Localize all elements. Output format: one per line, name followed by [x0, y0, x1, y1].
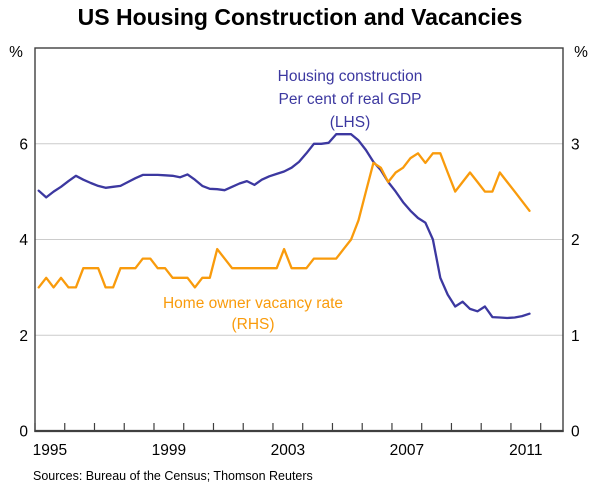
left-axis-tick-label: 6: [19, 136, 28, 153]
right-axis-tick-label: 1: [571, 328, 580, 345]
source-note: Sources: Bureau of the Census; Thomson R…: [33, 469, 313, 483]
annotation-vacancy-rate: Home owner vacancy rate (RHS): [163, 295, 343, 333]
right-axis-tick-label: 2: [571, 232, 580, 249]
left-axis-tick-label: 2: [19, 328, 28, 345]
right-axis-tick-label: 3: [571, 136, 580, 153]
right-axis-tick-label: 0: [571, 424, 580, 441]
annotation-housing-construction-line: Per cent of real GDP: [278, 91, 421, 108]
annotation-housing-construction: Housing construction Per cent of real GDP…: [278, 68, 423, 131]
series-line-vacancy-rate: [37, 152, 531, 289]
annotation-vacancy-rate-line: Home owner vacancy rate: [163, 295, 343, 312]
annotation-housing-construction-line: (LHS): [330, 114, 370, 131]
left-axis-tick-label: 0: [19, 424, 28, 441]
annotation-housing-construction-line: Housing construction: [278, 68, 423, 85]
annotation-vacancy-rate-line: (RHS): [231, 316, 274, 333]
x-axis-year-label: 2003: [271, 442, 305, 459]
x-axis-year-label: 1999: [152, 442, 186, 459]
x-axis-year-label: 2011: [509, 442, 542, 459]
chart-title: US Housing Construction and Vacancies: [77, 4, 523, 30]
right-axis-unit-label: %: [574, 44, 588, 61]
left-axis-tick-label: 4: [19, 232, 28, 249]
x-axis-year-label: 1995: [33, 442, 67, 459]
series-line-housing-construction: [37, 133, 531, 320]
x-axis-year-label: 2007: [390, 442, 424, 459]
left-axis-unit-label: %: [9, 44, 23, 61]
